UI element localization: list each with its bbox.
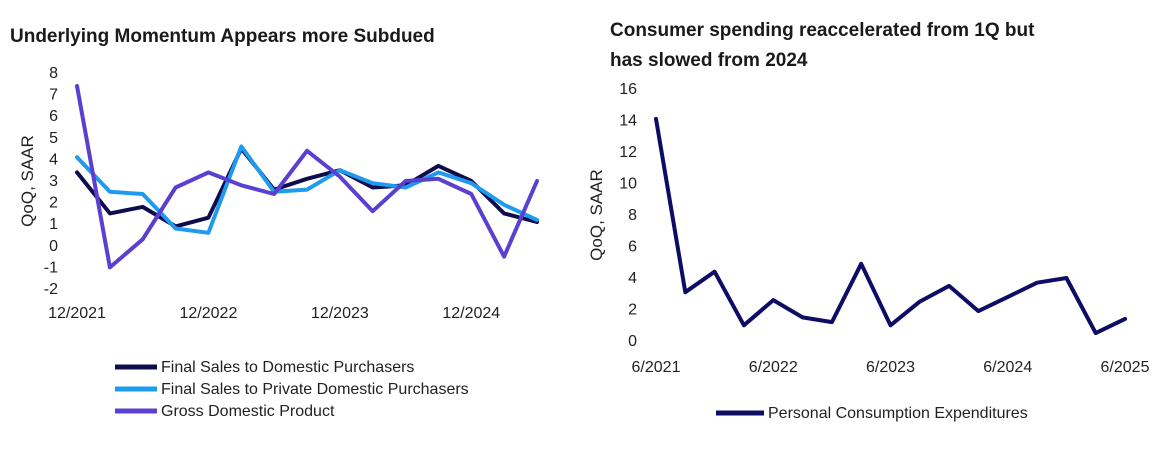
x-tick-label: 12/2024 <box>442 305 500 322</box>
x-tick-label: 6/2022 <box>749 359 798 376</box>
y-tick-label: 4 <box>49 151 58 168</box>
legend-entry: Final Sales to Domestic Purchasers <box>161 359 414 376</box>
y-tick-label: 8 <box>49 65 58 82</box>
x-tick-label: 6/2025 <box>1101 359 1150 376</box>
series-line-gross-domestic-product <box>75 84 539 270</box>
y-tick-label: 1 <box>49 216 58 233</box>
y-tick-label: 4 <box>628 270 637 287</box>
x-tick-label: 12/2023 <box>311 305 369 322</box>
y-tick-label: 3 <box>49 173 58 190</box>
y-tick-label: 10 <box>619 176 637 193</box>
y-tick-label: 6 <box>628 239 637 256</box>
y-axis-label: QoQ, SAAR <box>18 135 37 227</box>
x-tick-label: 12/2021 <box>48 305 106 322</box>
y-tick-label: 5 <box>49 130 58 147</box>
y-tick-label: 6 <box>49 108 58 125</box>
y-tick-label: 0 <box>49 238 58 255</box>
series-line-final-sales-to-private-domestic-purchasers <box>75 144 539 235</box>
x-tick-label: 6/2021 <box>632 359 681 376</box>
y-tick-label: 2 <box>628 302 637 319</box>
y-tick-label: -1 <box>44 259 58 276</box>
y-axis-label: QoQ, SAAR <box>587 169 606 261</box>
legend-entry: Personal Consumption Expenditures <box>768 405 1028 422</box>
y-tick-label: 12 <box>619 144 637 161</box>
x-tick-label: 12/2022 <box>180 305 238 322</box>
series-line-personal-consumption-expenditures <box>654 116 1127 336</box>
series-line-final-sales-to-domestic-purchasers <box>75 146 539 229</box>
y-tick-label: 2 <box>49 195 58 212</box>
y-tick-label: 0 <box>628 333 637 350</box>
x-tick-label: 6/2023 <box>866 359 915 376</box>
x-tick-label: 6/2024 <box>983 359 1032 376</box>
y-tick-label: 14 <box>619 113 637 130</box>
legend-entry: Final Sales to Private Domestic Purchase… <box>161 381 469 398</box>
chart1-title: Underlying Momentum Appears more Subdued <box>10 26 435 47</box>
y-tick-label: 7 <box>49 87 58 104</box>
legend-entry: Gross Domestic Product <box>161 403 335 420</box>
y-tick-label: 16 <box>619 81 637 98</box>
y-tick-label: 8 <box>628 207 637 224</box>
chart2-title: Consumer spending reaccelerated from 1Q … <box>610 20 1035 71</box>
y-tick-label: -2 <box>44 281 58 298</box>
